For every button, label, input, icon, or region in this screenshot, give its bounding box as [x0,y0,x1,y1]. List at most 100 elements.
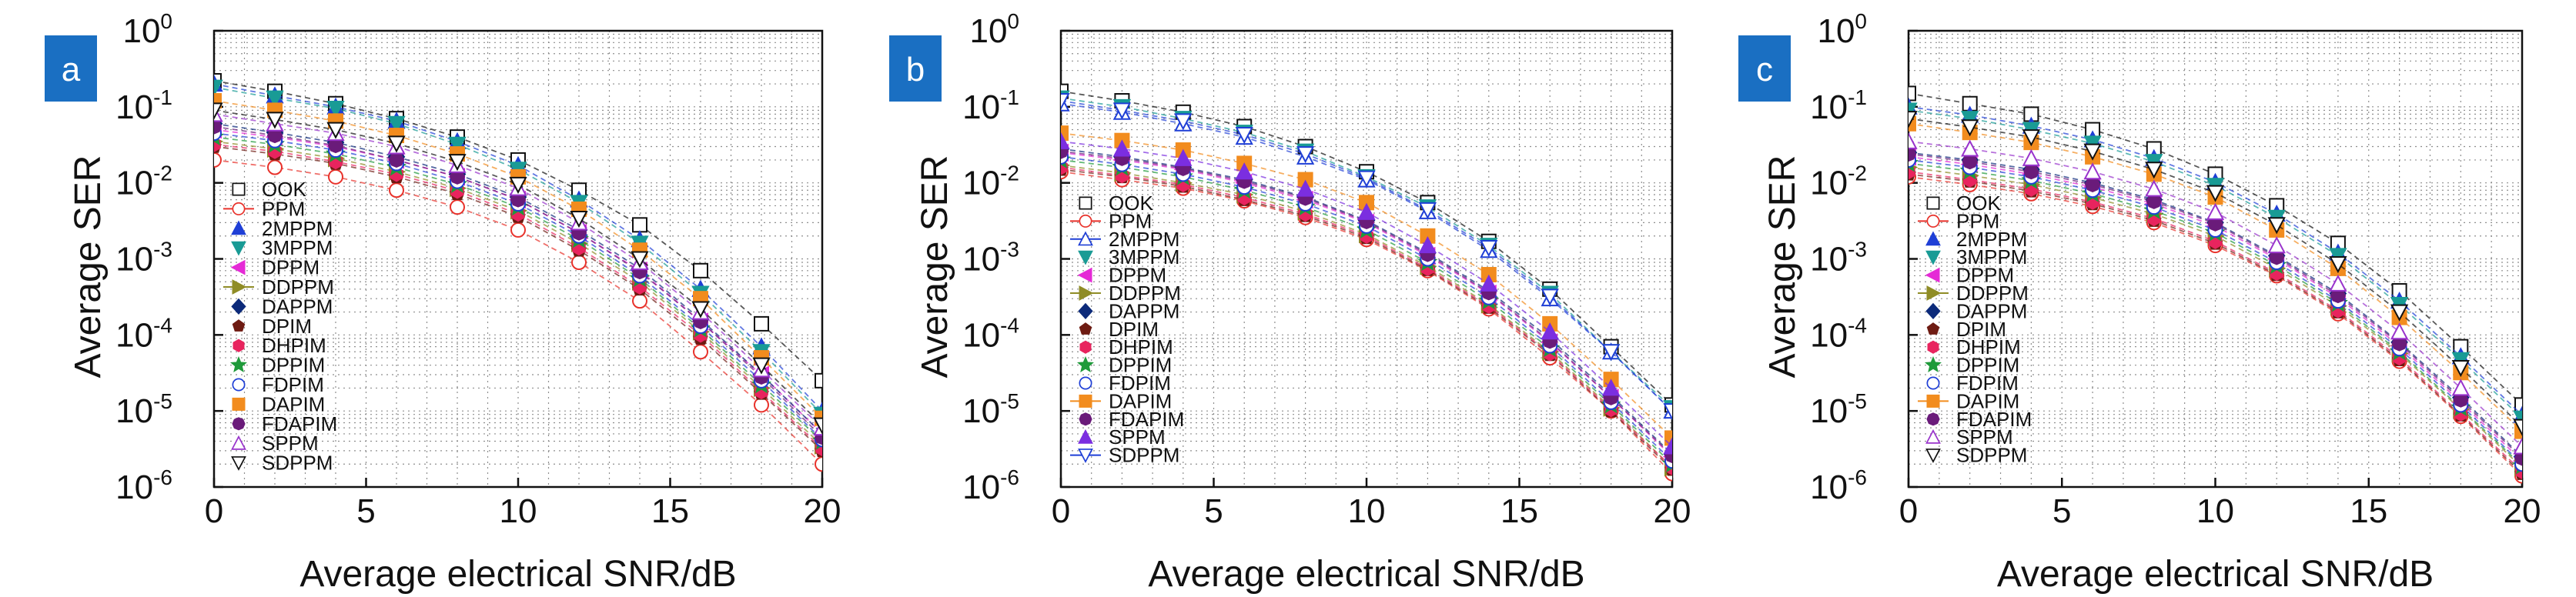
data-point [1601,379,1621,396]
y-tick-exponent: 0 [160,9,172,33]
legend-marker [1925,449,1941,463]
y-tick-label: 10-3 [1810,238,1867,278]
data-point [1418,202,1437,220]
legend-marker [230,259,246,275]
y-tick-exponent: -6 [1848,465,1867,489]
data-point [1296,179,1315,197]
legend-item: FDPIM [1926,372,2019,395]
legend-marker-shape [1925,250,1941,265]
data-point [2513,437,2522,455]
x-tick-label: 0 [1052,492,1070,530]
y-axis-label: Average SER [915,155,955,379]
data-point [2329,248,2347,265]
y-tick-exponent: -3 [153,238,172,262]
data-point [2451,379,2470,396]
legend-item: 3MPPM [1078,245,1179,268]
legend-marker [1927,340,1939,354]
panel-label-badge [889,35,942,102]
y-tick-label: 10-4 [962,313,1019,354]
legend-marker-shape [230,259,246,275]
data-point [1909,111,1918,128]
legend-marker [232,417,246,431]
legend-label: 2MPPM [1956,228,2027,251]
y-tick-base: 10 [1810,469,1848,506]
legend-label: FDAPIM [262,412,337,435]
series-curve [214,159,822,465]
y-tick-exponent: -1 [1000,85,1019,109]
legend-marker-shape [232,397,246,411]
legend-marker-shape [231,220,246,235]
legend-marker [1926,214,1940,228]
legend-marker [1925,429,1941,444]
legend-marker-shape [1925,449,1941,463]
x-tick-label: 10 [500,492,537,530]
y-tick-exponent: -6 [153,465,172,489]
legend-marker [1078,250,1093,265]
legend-item: FDAPIM [1079,408,1184,431]
data-point [1663,403,1672,421]
y-tick-exponent: 0 [1007,9,1019,33]
legend-marker-shape [1078,449,1093,463]
data-point [2146,193,2162,209]
panel-label-badge [1738,35,1791,102]
legend-label: SDPPM [262,452,333,475]
y-tick-exponent: -5 [153,389,172,413]
legend-item: SPPM [1925,425,2013,449]
data-point [815,456,822,472]
legend-item: FDAPIM [232,412,337,435]
legend-item: DAPIM [232,392,325,415]
legend-marker [1078,449,1093,463]
legend-marker [232,319,246,332]
legend-marker-shape [231,435,246,450]
data-point [632,293,647,309]
legend-marker [1926,376,1940,390]
legend-item: DAPIM [1070,389,1172,412]
x-tick-label: 20 [804,492,841,530]
y-tick-base: 10 [962,165,1000,202]
data-point [2513,419,2522,436]
data-point [510,192,527,208]
y-tick-base: 10 [1810,392,1848,430]
data-point [571,255,587,271]
y-tick-base: 10 [962,469,1000,506]
data-point [1061,93,1070,111]
data-point [631,251,649,268]
legend-marker [231,298,246,315]
legend-label: SPPM [1956,425,2013,449]
data-point [1112,139,1132,157]
y-tick-label: 100 [122,9,172,50]
legend-marker [231,241,246,256]
data-point [1909,146,1917,162]
legend-item: FDAPIM [1926,408,2032,431]
y-tick-label: 10-1 [115,85,172,126]
legend-item: OOK [232,178,306,201]
legend-item: DPPIM [230,354,325,377]
data-point [2022,148,2041,166]
legend-marker [1079,394,1092,408]
data-point [570,210,588,228]
data-point [214,102,223,120]
legend-marker [1079,412,1092,426]
data-point [326,122,345,139]
data-point [2206,202,2225,220]
legend-marker-shape [1927,340,1939,354]
data-point [1357,202,1376,220]
legend-label: OOK [262,178,306,201]
y-tick-base: 10 [115,88,153,126]
legend-marker [232,202,246,215]
data-point [1357,170,1376,188]
data-point [2451,360,2470,378]
legend-marker-shape [1926,214,1940,228]
x-axis-label: Average electrical SNR/dB [1997,554,2434,595]
series-fdapim [1909,146,2522,466]
data-point [2267,235,2286,254]
y-tick-exponent: -4 [153,313,172,337]
data-point [1664,430,1672,446]
legend-marker [1077,356,1094,372]
legend-item: DDPPM [223,275,334,298]
x-tick-label: 20 [1654,492,1691,530]
chart-panel-a: 0 5 10 15 2010010-110-210-310-410-510-6Avera… [45,9,841,595]
panel-label: a [62,51,81,88]
legend-label: DPPIM [1109,354,1172,377]
legend-label: DPIM [1109,318,1159,341]
